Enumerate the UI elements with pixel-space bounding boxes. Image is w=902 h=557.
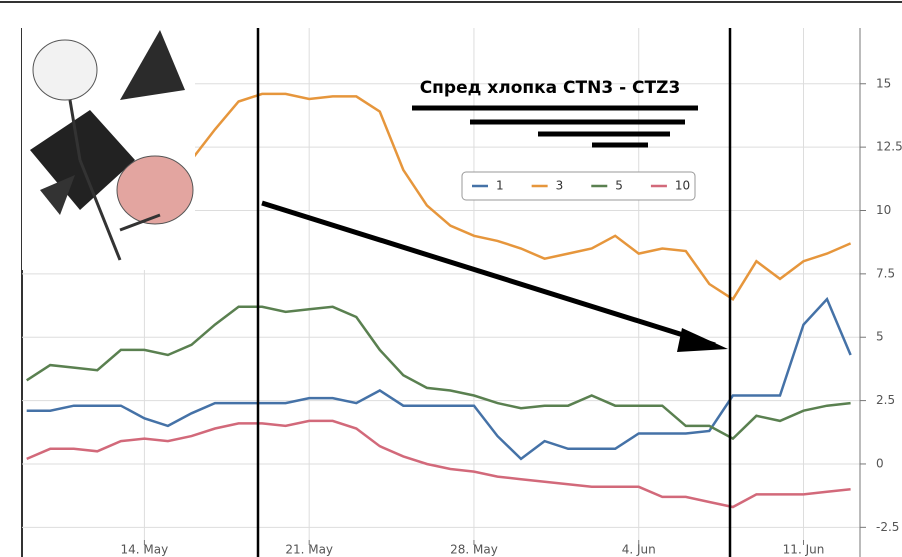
y-tick-label: 2.5 [876, 393, 895, 407]
x-tick-label: 28. May [450, 543, 498, 557]
x-tick-label: 11. Jun [783, 543, 825, 557]
series-line [26, 305, 851, 441]
y-tick-label: -2.5 [876, 520, 899, 534]
x-tick-label: 14. May [121, 543, 169, 557]
legend: 1 3 5 10 [472, 179, 690, 193]
y-tick-label: 12.5 [876, 140, 902, 154]
arrow-shaft [261, 200, 716, 348]
legend-box [461, 171, 696, 201]
y-tick-label: 10 [876, 203, 891, 217]
legend-label: 10 [675, 179, 690, 193]
x-tick-label: 21. May [285, 543, 333, 557]
x-tick-label: 4. Jun [622, 543, 656, 557]
cotton-illustration [22, 28, 195, 270]
chart-title: Спред хлопка CTN3 - CTZ3 [420, 78, 681, 98]
legend-label: 5 [615, 179, 623, 193]
y-tick-label: 0 [876, 456, 884, 470]
legend-label: 1 [496, 179, 504, 193]
annotations [256, 28, 732, 557]
y-tick-label: 5 [876, 330, 884, 344]
y-tick-label: 15 [876, 76, 891, 90]
legend-label: 3 [556, 179, 564, 193]
y-tick-label: 7.5 [876, 266, 895, 280]
series-line [26, 419, 851, 509]
series-line [26, 296, 852, 461]
arrow-head [677, 328, 728, 352]
